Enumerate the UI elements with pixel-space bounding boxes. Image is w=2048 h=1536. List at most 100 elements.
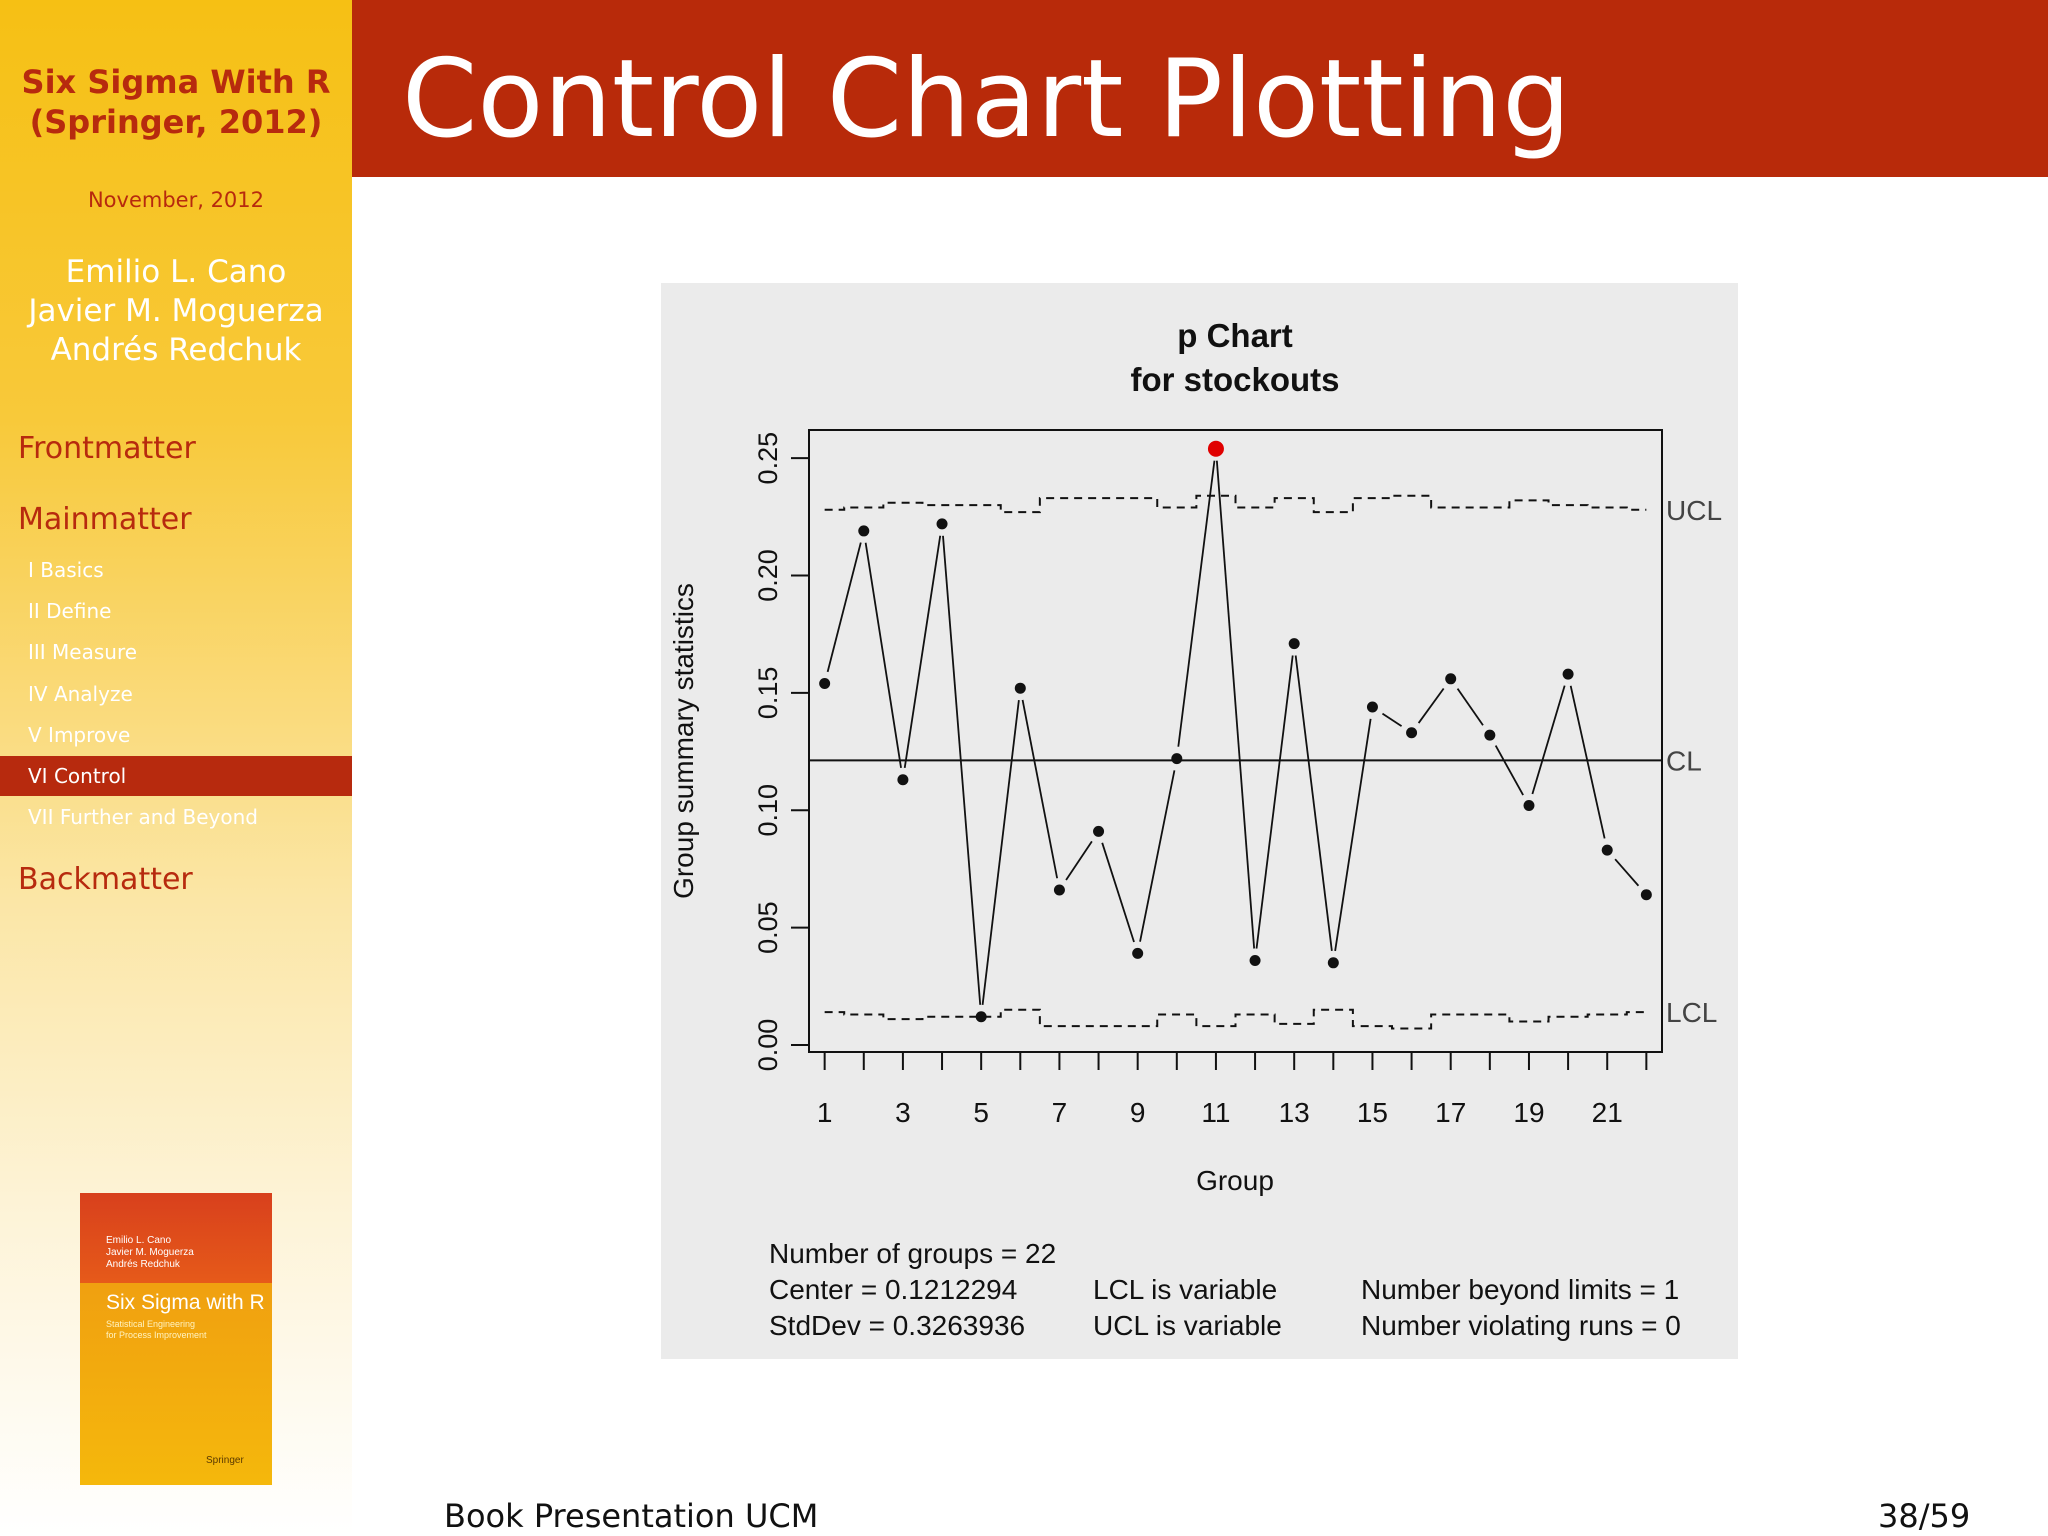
stat-number-of-groups: Number of groups = 22: [769, 1238, 1056, 1269]
series-segment: [1417, 687, 1445, 724]
series-segment: [981, 699, 1020, 1005]
lcl-line: [824, 1008, 1647, 1030]
series-segment: [1139, 770, 1176, 942]
author-name: Andrés Redchuk: [50, 332, 302, 368]
data-point: [1288, 638, 1300, 650]
data-point: [1484, 729, 1496, 741]
author-name: Emilio L. Cano: [65, 254, 287, 290]
y-tick-label: 0.00: [753, 1019, 783, 1072]
series-segment: [1101, 842, 1135, 943]
cover-author: Emilio L. Cano: [106, 1235, 172, 1246]
series-segment: [1334, 718, 1372, 952]
x-axis: 1 3 5 7 9 11 13 15 17 19 21: [817, 1052, 1648, 1128]
nav-section-frontmatter[interactable]: Frontmatter: [18, 431, 196, 466]
series-segment: [1531, 685, 1566, 795]
series-segment: [1255, 655, 1294, 949]
series-segment: [1456, 688, 1484, 726]
stat-stddev: StdDev = 0.3263936: [769, 1310, 1025, 1341]
x-tick-label: 17: [1435, 1097, 1466, 1128]
footer-presentation-name: Book Presentation UCM: [444, 1497, 819, 1535]
cover-author: Javier M. Moguerza: [106, 1247, 194, 1258]
series-segment: [1215, 460, 1256, 949]
data-point: [819, 677, 831, 689]
data-point: [1601, 844, 1613, 856]
sidebar: Six Sigma With R (Springer, 2012) Novemb…: [0, 0, 352, 1536]
data-point: [1445, 673, 1457, 685]
cover-author: Andrés Redchuk: [106, 1259, 180, 1270]
book-title-line2: (Springer, 2012): [29, 103, 323, 141]
stat-beyond-limits: Number beyond limits = 1: [1361, 1274, 1679, 1305]
slide-title: Control Chart Plotting: [402, 37, 1571, 162]
p-chart: p Chart for stockouts 0.000.050.100.150.…: [668, 317, 1722, 1341]
data-point: [1171, 753, 1183, 765]
y-tick-label: 0.10: [753, 784, 783, 837]
nav-item-further[interactable]: VII Further and Beyond: [28, 805, 258, 829]
series-segment: [942, 535, 982, 1005]
y-tick-label: 0.05: [753, 901, 783, 954]
series-segment: [1569, 685, 1606, 839]
cover-publisher: Springer: [206, 1455, 244, 1466]
stat-lcl-variable: LCL is variable: [1093, 1274, 1277, 1305]
y-tick-label: 0.20: [753, 549, 783, 602]
author-name: Javier M. Moguerza: [28, 293, 324, 329]
series-segment: [1494, 745, 1524, 796]
nav-item-analyze[interactable]: IV Analyze: [28, 682, 133, 706]
data-point: [936, 518, 948, 530]
nav-item-basics[interactable]: I Basics: [28, 558, 104, 582]
chart-title-line2: for stockouts: [1130, 361, 1339, 398]
data-point: [1093, 825, 1105, 837]
data-point: [1327, 957, 1339, 969]
x-tick-label: 11: [1201, 1097, 1230, 1128]
chart-panel: p Chart for stockouts 0.00 0.05 0.10 0.15 0.…: [661, 283, 1738, 1359]
x-tick-label: 19: [1513, 1097, 1544, 1128]
data-point: [858, 525, 870, 537]
nav-item-define[interactable]: II Define: [28, 599, 112, 623]
book-title-line1: Six Sigma With R: [21, 63, 331, 101]
stat-violating-runs: Number violating runs = 0: [1361, 1310, 1681, 1341]
x-tick-label: 13: [1279, 1097, 1310, 1128]
nav-item-measure[interactable]: III Measure: [28, 640, 138, 664]
series-segment: [826, 542, 862, 673]
nav-item-improve[interactable]: V Improve: [28, 723, 131, 747]
series-segment: [864, 542, 902, 769]
x-tick-label: 1: [817, 1097, 833, 1128]
nav-item-control-active[interactable]: VI Control: [0, 756, 352, 796]
stat-ucl-variable: UCL is variable: [1093, 1310, 1282, 1341]
data-point: [975, 1011, 987, 1023]
x-axis-label: Group: [1196, 1165, 1274, 1196]
data-point: [897, 774, 909, 786]
series-segment: [1177, 460, 1216, 747]
nav-section-mainmatter[interactable]: Mainmatter: [18, 502, 192, 537]
y-tick-label: 0.25: [753, 432, 783, 485]
series-segment: [1381, 712, 1403, 727]
data-point: [1366, 701, 1378, 713]
data-point: [1053, 884, 1065, 896]
ucl-line: [824, 494, 1647, 514]
page-number: 38/59: [1878, 1497, 1971, 1535]
data-point: [1562, 668, 1574, 680]
data-point: [1523, 800, 1535, 812]
lcl-label: LCL: [1666, 997, 1717, 1028]
x-tick-label: 9: [1130, 1097, 1146, 1128]
stat-center: Center = 0.1212294: [769, 1274, 1017, 1305]
series-segment: [903, 535, 942, 769]
series-line: [826, 460, 1640, 1005]
slide-header: Control Chart Plotting: [352, 0, 2048, 177]
series-segment: [1021, 699, 1059, 879]
x-tick-label: 21: [1592, 1097, 1623, 1128]
series-segment: [1614, 858, 1640, 887]
series-segment: [1294, 655, 1333, 952]
nav-section-backmatter[interactable]: Backmatter: [18, 862, 193, 897]
series-points: [819, 440, 1652, 1023]
cover-title: Six Sigma with R: [106, 1291, 265, 1314]
x-tick-label: 5: [973, 1097, 989, 1128]
x-tick-label: 3: [895, 1097, 911, 1128]
cover-subtitle: Statistical Engineering: [106, 1319, 196, 1329]
out-of-control-point: [1207, 440, 1224, 457]
presentation-date: November, 2012: [87, 188, 265, 212]
x-tick-label: 15: [1357, 1097, 1388, 1128]
ucl-label: UCL: [1666, 495, 1722, 526]
plot-frame: [808, 429, 1663, 1053]
data-point: [1406, 727, 1418, 739]
x-tick-label: 7: [1052, 1097, 1068, 1128]
